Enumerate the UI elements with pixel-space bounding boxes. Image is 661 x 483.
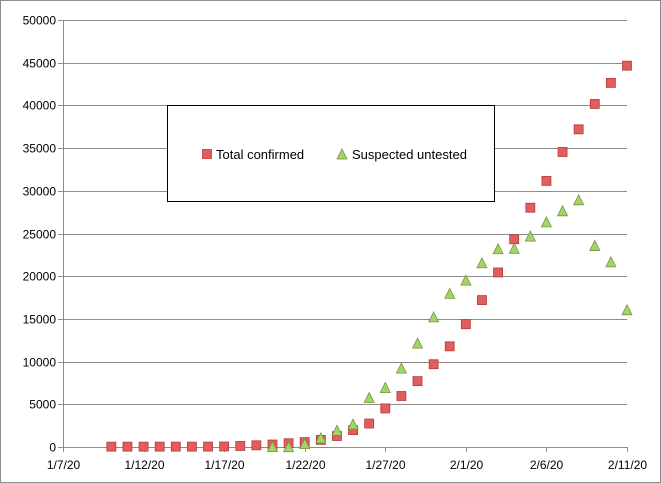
y-tick-label-3: 15000 — [23, 313, 57, 327]
point-series-0-32 — [622, 60, 632, 71]
x-tick-label-2: 1/17/20 — [204, 458, 244, 472]
y-tick-label-7: 35000 — [23, 142, 57, 156]
point-series-0-23 — [477, 295, 487, 305]
point-series-1-13 — [476, 257, 488, 269]
point-series-1-11 — [444, 287, 456, 299]
point-series-1-16 — [524, 230, 536, 242]
y-tick-label-8: 40000 — [23, 99, 57, 113]
point-series-0-21 — [444, 341, 455, 352]
point-series-1-0 — [266, 440, 279, 452]
point-series-0-6 — [203, 441, 213, 452]
point-series-0-8 — [235, 441, 246, 451]
point-series-1-9 — [411, 337, 424, 349]
point-series-0-26 — [525, 202, 536, 213]
legend-marker-0 — [202, 149, 212, 159]
point-series-1-14 — [492, 242, 504, 255]
point-series-1-6 — [363, 391, 375, 403]
point-series-0-18 — [396, 391, 407, 401]
point-series-1-20 — [589, 239, 601, 251]
legend-label-0: Total confirmed — [216, 147, 304, 162]
point-series-1-7 — [379, 381, 391, 393]
point-series-0-17 — [380, 403, 391, 414]
y-tick-label-5: 25000 — [23, 228, 57, 242]
y-tick-label-0: 0 — [49, 441, 56, 455]
axes: 0 5000 10000 15000 20000 25000 30000 35000 40000… — [23, 14, 648, 473]
point-series-1-5 — [347, 418, 359, 430]
legend-marker-1 — [336, 148, 348, 160]
point-series-1-18 — [556, 204, 569, 217]
x-tick-label-0: 1/7/20 — [47, 458, 81, 472]
point-series-1-22 — [621, 303, 633, 316]
y-tick-label-4: 20000 — [23, 270, 57, 284]
x-tick-label-3: 1/22/20 — [285, 458, 325, 472]
point-series-0-5 — [187, 441, 197, 452]
point-series-1-1 — [282, 440, 295, 453]
legend-box — [167, 105, 495, 202]
point-series-0-22 — [460, 319, 471, 330]
point-series-0-28 — [557, 147, 568, 157]
point-series-0-19 — [412, 376, 423, 387]
point-series-0-31 — [605, 77, 616, 88]
y-tick-label-10: 50000 — [23, 14, 57, 28]
point-series-1-19 — [573, 193, 585, 206]
y-tick-label-9: 45000 — [23, 57, 57, 71]
point-series-0-7 — [219, 441, 230, 452]
point-series-1-4 — [331, 424, 343, 436]
x-tick-label-4: 1/27/20 — [365, 458, 405, 472]
point-series-0-16 — [364, 418, 375, 429]
point-series-1-10 — [427, 310, 440, 323]
point-series-0-20 — [428, 359, 439, 370]
point-series-0-1 — [122, 441, 133, 452]
point-series-0-0 — [106, 441, 117, 452]
point-series-1-15 — [508, 242, 520, 254]
point-series-0-27 — [541, 175, 552, 186]
point-series-0-2 — [138, 441, 149, 452]
legend-label-1: Suspected untested — [352, 147, 467, 162]
point-series-1-2 — [299, 437, 311, 450]
point-series-1-17 — [540, 215, 553, 228]
x-tick-label-1: 1/12/20 — [124, 458, 164, 472]
x-tick-label-6: 2/6/20 — [530, 458, 564, 472]
series-1 — [266, 193, 633, 453]
point-series-1-3 — [315, 431, 327, 444]
point-series-1-8 — [395, 362, 408, 374]
x-tick-label-7: 2/11/20 — [608, 458, 647, 472]
point-series-0-4 — [170, 441, 181, 452]
legend: Total confirmed Suspected untested — [167, 105, 495, 202]
point-series-0-9 — [251, 440, 262, 451]
y-tick-label-6: 30000 — [23, 185, 57, 199]
point-series-1-21 — [605, 256, 617, 268]
data-points — [106, 60, 633, 453]
point-series-0-24 — [493, 267, 503, 278]
point-series-1-12 — [460, 274, 472, 286]
point-series-0-29 — [573, 124, 584, 135]
y-tick-label-2: 10000 — [23, 356, 57, 370]
point-series-0-30 — [589, 99, 600, 109]
x-tick-label-5: 2/1/20 — [450, 458, 484, 472]
point-series-0-25 — [509, 234, 520, 245]
y-tick-label-1: 5000 — [29, 398, 56, 412]
point-series-0-3 — [154, 441, 165, 452]
